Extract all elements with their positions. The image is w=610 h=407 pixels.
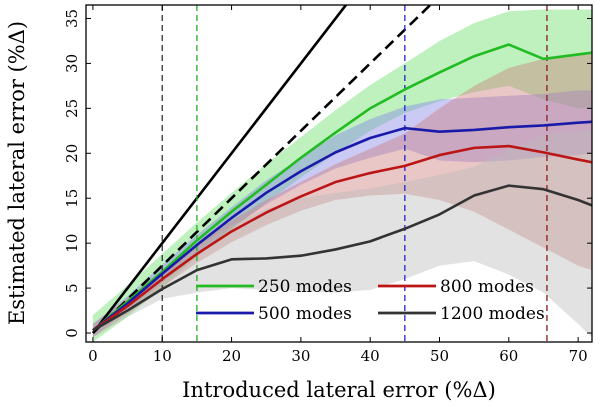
band-250-modes [92, 9, 592, 342]
y-tick-label: 35 [63, 9, 81, 28]
band-800-modes [92, 52, 592, 338]
reference-lines [91, 5, 433, 334]
x-tick-label: 20 [222, 347, 241, 365]
plot-frame [85, 4, 593, 343]
legend-label-1200-modes: 1200 modes [440, 304, 545, 324]
y-tick-label: 0 [63, 328, 81, 338]
legend-label-800-modes: 800 modes [440, 277, 534, 297]
line-800-modes [92, 144, 592, 332]
axis-ticks: 0 10 20 30 40 50 60 70 0 5 10 15 20 25 30 35 [63, 5, 592, 365]
y-tick-label: 20 [63, 144, 81, 163]
line-250-modes [92, 43, 592, 332]
legend-label-500-modes: 500 modes [258, 304, 352, 324]
x-tick-label: 10 [153, 347, 172, 365]
y-tick-label: 15 [63, 189, 81, 208]
band-500-modes [92, 90, 592, 338]
y-tick-label: 10 [63, 234, 81, 253]
y-tick-label: 30 [63, 54, 81, 73]
x-tick-label: 40 [361, 347, 380, 365]
reference-line-2 [92, 5, 433, 334]
line-1200-modes [92, 184, 592, 332]
legend-label-250-modes: 250 modes [258, 277, 352, 297]
y-axis-label: Estimated lateral error (%Δ) [5, 21, 29, 325]
x-axis-label: Introduced lateral error (%Δ) [182, 378, 496, 402]
y-tick-label: 25 [63, 99, 81, 118]
x-tick-label: 50 [430, 347, 449, 365]
x-tick-label: 70 [569, 347, 588, 365]
reference-line-1 [91, 5, 348, 334]
line-500-modes [92, 120, 592, 332]
x-tick-label: 30 [291, 347, 310, 365]
x-tick-label: 0 [88, 347, 98, 365]
legend: 250 modes 800 modes 500 modes 1200 modes [196, 277, 545, 324]
x-tick-label: 60 [499, 347, 518, 365]
y-tick-label: 5 [63, 283, 81, 293]
series-lines [92, 43, 592, 332]
